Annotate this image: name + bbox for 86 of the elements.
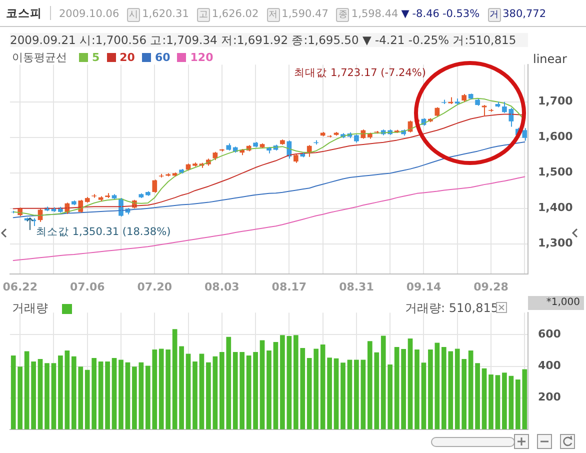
chart-title: 코스피: [6, 6, 51, 20]
y-tick-label: 1,600: [538, 130, 574, 144]
x-tick-label: 08.31: [339, 280, 374, 294]
candlestick: [226, 142, 232, 151]
bar: [105, 362, 110, 430]
x-tick-label: 08.17: [272, 280, 307, 294]
legend-title: 이동평균선: [12, 50, 67, 65]
bar: [434, 342, 440, 430]
annotation: 최대값 1,723.17 (-7.24%): [294, 66, 426, 80]
bar: [320, 344, 326, 430]
x-tick-label: 07.20: [137, 280, 172, 294]
bar: [280, 335, 285, 430]
bar: [246, 356, 252, 430]
bar: [414, 350, 420, 430]
text: linear: [533, 52, 567, 66]
annotation: 최소값 1,350.31 (18.38%): [36, 225, 171, 239]
legend-label: 60: [154, 51, 170, 64]
bar: [327, 358, 332, 430]
bar: [354, 360, 359, 430]
bar: [286, 336, 292, 430]
bar: [508, 376, 514, 430]
bar: [58, 356, 63, 430]
text: 2009.10.06 시 1,620.31 고 1,626.02 저 1,590.47 종 1,598.44 ▼ -8.46 -0.53% 거 380,772: [59, 8, 546, 20]
bar: [502, 372, 507, 430]
bar: [401, 349, 406, 430]
bar: [186, 354, 191, 430]
bar: [421, 362, 426, 430]
y-tick-label: 400: [538, 359, 562, 372]
x-tick-label: 08.03: [204, 280, 240, 294]
y-tick-label: 1,700: [538, 94, 574, 108]
bar: [138, 362, 144, 430]
bar: [260, 340, 265, 430]
bar: [212, 356, 218, 430]
candlestick: [71, 200, 76, 206]
bar: [98, 362, 104, 430]
y-tick-label: 200: [538, 390, 562, 404]
candlestick: [192, 162, 198, 167]
bar: [428, 350, 433, 430]
candlestick: [441, 99, 446, 104]
bar: [24, 351, 30, 430]
bar: [172, 329, 178, 430]
bar: [482, 368, 487, 430]
bar: [488, 374, 494, 430]
bar: [38, 359, 43, 430]
bar: [495, 375, 500, 430]
legend-label: 20: [120, 51, 135, 64]
bar: [44, 363, 50, 430]
bar: [192, 362, 198, 430]
text: 2009.09.21 시:1,700.56 고:1,709.34 저:1,691.92 종:1,695.50 ▼ -4.21 -0.25% 거:510,815: [10, 33, 528, 47]
x-tick-label: 07.06: [70, 280, 106, 294]
bar: [206, 362, 211, 430]
candlestick: [374, 130, 380, 134]
bar: [118, 360, 124, 430]
bar: [266, 350, 272, 430]
y-tick-label: 1,400: [538, 201, 574, 214]
bar: [51, 363, 56, 430]
x-tick-label: 09.14: [406, 280, 442, 294]
bar: [468, 350, 474, 430]
bar: [31, 362, 36, 430]
x-tick-label: 09.28: [474, 280, 508, 294]
legend-label: 5: [92, 51, 100, 64]
bar: [340, 362, 346, 430]
y-tick-label: 600: [538, 328, 562, 341]
bar: [347, 360, 352, 430]
candlestick: [158, 173, 164, 178]
bar: [408, 338, 413, 430]
bar: [273, 342, 278, 430]
bar: [112, 358, 117, 430]
bar: [125, 362, 130, 430]
y-tick-label: 1,300: [538, 236, 574, 250]
legend-label: 거래량: [12, 300, 48, 317]
y-tick-label: 1,500: [538, 166, 574, 179]
annotation: 거래량: 510,815: [405, 300, 498, 317]
bar: [475, 363, 480, 430]
y-axis-title: *1,000: [528, 296, 584, 310]
x-tick-label: 06.22: [2, 280, 38, 294]
bar: [253, 352, 258, 430]
legend-label: 120: [190, 51, 214, 64]
bar: [132, 366, 137, 430]
bar: [64, 350, 70, 430]
bar: [179, 346, 184, 430]
bar: [334, 358, 339, 430]
candlestick: [92, 194, 97, 198]
bar: [360, 360, 366, 430]
bar: [394, 347, 400, 430]
bar: [199, 354, 204, 430]
